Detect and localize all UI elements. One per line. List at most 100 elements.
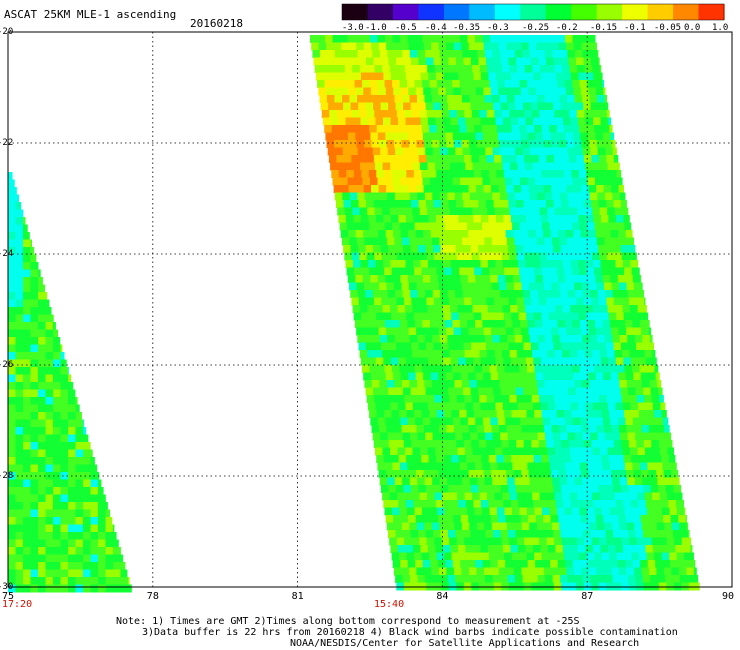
swath-cell [38,322,46,330]
swath-cell [582,192,591,201]
swath-cell [581,470,590,478]
swath-cell [630,402,639,411]
swath-cell [536,567,545,576]
swath-cell [466,312,475,321]
swath-cell [549,365,558,373]
swath-cell [113,547,121,555]
swath-cell [320,102,329,111]
swath-cell [429,410,438,418]
swath-cell [403,155,412,163]
swath-cell [443,117,451,126]
swath-cell [60,419,69,428]
swath-cell [497,560,506,568]
swath-cell [665,432,672,441]
swath-cell [83,442,91,450]
swath-cell [577,65,586,73]
swath-cell [653,455,662,463]
swath-cell [23,547,31,555]
swath-cell [501,395,510,403]
swath-cell [411,200,419,208]
swath-cell [387,147,396,156]
swath-cell [520,230,529,238]
swath-cell [490,515,499,523]
swath-cell [482,560,491,568]
swath-cell [554,492,563,501]
swath-cell [398,312,407,321]
swath-cell [45,419,54,428]
swath-cell [477,477,486,486]
swath-cell [437,417,446,426]
swath-cell [428,215,437,223]
swath-cell [468,42,477,51]
swath-cell [385,515,394,523]
swath-cell [75,457,84,465]
swath-cell [613,530,621,538]
swath-cell [432,290,441,298]
swath-cell [423,567,432,576]
swath-cell [455,147,464,156]
swath-cell [414,222,423,231]
swath-cell [379,95,388,103]
swath-cell [558,327,567,336]
swath-cell [517,207,526,216]
swath-cell [546,342,554,351]
swath-cell [503,357,512,366]
swath-cell [514,425,522,433]
swath-cell [497,177,506,186]
swath-cell [467,177,476,186]
swath-cell [485,530,494,538]
swath-cell [549,80,558,88]
swath-cell [519,462,528,471]
swath-cell [473,117,481,126]
swath-cell [579,365,588,373]
swath-cell [596,567,605,576]
swath-cell [371,42,380,51]
swath-cell [441,537,450,546]
swath-cell [339,125,348,133]
swath-cell [563,357,572,366]
swath-cell [30,539,39,548]
swath-cell [535,230,544,238]
swath-cell [596,327,605,336]
swath-cell [421,170,430,178]
swath-cell [475,515,484,523]
swath-cell [480,260,489,268]
swath-cell [466,267,475,276]
swath-cell [60,412,69,420]
swath-cell [535,417,544,426]
swath-cell [8,194,16,203]
swath-cell [390,402,399,411]
swath-cell [447,575,456,583]
swath-cell [574,237,583,246]
swath-cell [357,50,366,58]
swath-cell [402,192,411,201]
swath-cell [446,237,455,246]
swath-cell [525,260,534,268]
swath-cell [454,95,463,103]
swath-cell [466,125,475,133]
swath-cell [557,275,566,283]
swath-cell [375,72,384,81]
swath-cell [388,387,397,396]
swath-cell [443,170,452,178]
swath-cell [534,267,543,276]
swath-cell [38,479,46,488]
swath-cell [424,50,433,58]
swath-cell [414,552,423,561]
swath-cell [639,410,648,418]
swath-cell [45,382,54,390]
swath-cell [23,299,31,308]
swath-cell [570,305,579,313]
swath-cell [641,567,650,576]
swath-cell [608,455,617,463]
swath-cell [623,500,632,508]
swath-cell [353,170,362,178]
swath-cell [548,170,557,178]
swath-cell [598,342,607,351]
swath-cell [8,434,16,443]
swath-cell [484,477,493,486]
swath-cell [75,434,84,443]
swath-cell [542,132,551,141]
swath-cell [532,447,541,456]
swath-cell [470,432,479,441]
